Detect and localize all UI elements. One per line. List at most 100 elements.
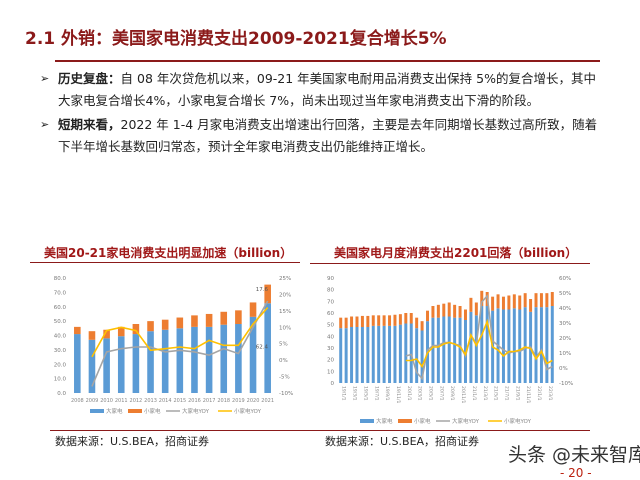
bar-small bbox=[147, 321, 154, 332]
bar-small bbox=[249, 302, 257, 317]
y-tick-label: 80 bbox=[327, 288, 334, 294]
x-tick-label: 21/7/1 bbox=[503, 386, 509, 401]
bar-small bbox=[371, 315, 375, 326]
bar-small bbox=[393, 314, 397, 326]
bar-large bbox=[404, 323, 408, 383]
bar-large bbox=[398, 324, 402, 383]
bar-large bbox=[388, 325, 392, 383]
x-tick-label: 22/1/1 bbox=[536, 386, 542, 401]
x-tick-label: 2019 bbox=[232, 398, 245, 404]
bar-large bbox=[191, 326, 198, 393]
bar-small bbox=[388, 315, 392, 326]
bar-large bbox=[485, 306, 489, 383]
bar-small bbox=[360, 315, 364, 327]
x-tick-label: 2011 bbox=[115, 398, 128, 404]
bar-small bbox=[415, 317, 419, 329]
y2-tick-label: -10% bbox=[279, 391, 293, 397]
x-tick-label: 2021 bbox=[261, 398, 274, 404]
bar-small bbox=[442, 303, 446, 317]
bar-small bbox=[463, 309, 467, 320]
bar-small bbox=[436, 304, 440, 318]
legend-label: 大家电YOY bbox=[182, 407, 210, 415]
bar-large bbox=[442, 316, 446, 383]
bar-large bbox=[415, 328, 419, 383]
bar-large bbox=[539, 307, 543, 383]
y-tick-label: 60 bbox=[327, 311, 334, 317]
chart-left-divider bbox=[30, 262, 300, 263]
x-tick-label: 19/9/1 bbox=[384, 386, 390, 401]
y-tick-label: 30.0 bbox=[54, 348, 67, 354]
bar-small bbox=[344, 317, 348, 329]
bar-small bbox=[366, 315, 370, 327]
x-tick-label: 20/1/1 bbox=[406, 386, 412, 401]
legend-label: 小家电YOY bbox=[504, 417, 532, 425]
x-tick-label: 22/3/1 bbox=[547, 386, 553, 401]
bar-large bbox=[463, 320, 467, 383]
y2-tick-label: 0% bbox=[279, 358, 288, 364]
bar-small bbox=[161, 319, 169, 330]
bar-large bbox=[235, 324, 242, 393]
x-tick-label: 2012 bbox=[130, 398, 143, 404]
bar-small bbox=[512, 294, 516, 309]
x-tick-label: 2017 bbox=[203, 398, 216, 404]
legend-label: 小家电 bbox=[414, 417, 431, 425]
line-small-yoy bbox=[91, 307, 269, 358]
bar-large bbox=[117, 336, 125, 393]
bar-small bbox=[480, 290, 484, 306]
x-tick-label: 21/9/1 bbox=[514, 386, 520, 401]
y2-tick-label: 20% bbox=[559, 336, 571, 342]
legend-swatch bbox=[398, 419, 412, 423]
legend-swatch bbox=[90, 409, 104, 413]
bullet-short-term: ➢ 短期来看，2022 年 1-4 月家电消费支出增速出行回落，主要是去年同期增… bbox=[40, 114, 598, 158]
bar-small bbox=[496, 294, 500, 309]
x-tick-label: 20/7/1 bbox=[438, 386, 444, 401]
bar-large bbox=[339, 328, 343, 383]
y2-tick-label: 15% bbox=[279, 309, 291, 315]
x-tick-label: 21/3/1 bbox=[482, 386, 488, 401]
y2-tick-label: 50% bbox=[559, 291, 571, 297]
bar-large bbox=[447, 316, 451, 383]
bar-small bbox=[534, 293, 538, 308]
bar-large bbox=[103, 338, 110, 393]
x-tick-label: 2013 bbox=[144, 398, 157, 404]
bullet-history: ➢ 历史复盘：自 08 年次贷危机以来，09-21 年美国家电耐用品消费支出保持… bbox=[40, 68, 598, 112]
data-label: 17.6 bbox=[256, 287, 269, 293]
bar-small bbox=[191, 315, 198, 327]
x-tick-label: 2018 bbox=[217, 398, 230, 404]
y-tick-label: 30 bbox=[327, 346, 334, 352]
bar-small bbox=[382, 315, 386, 326]
source-right: 数据来源：U.S.BEA，招商证券 bbox=[325, 435, 480, 448]
y2-tick-label: 30% bbox=[559, 321, 571, 327]
footer-divider bbox=[50, 430, 590, 431]
legend-label: 小家电YOY bbox=[234, 407, 262, 415]
x-tick-label: 20/11/1 bbox=[460, 386, 466, 403]
title-divider bbox=[55, 60, 600, 62]
y2-tick-label: 0% bbox=[559, 366, 568, 372]
bar-large bbox=[74, 334, 81, 393]
bar-small bbox=[550, 292, 554, 306]
bar-small bbox=[409, 313, 413, 324]
bar-small bbox=[117, 326, 125, 337]
legend-label: 大家电 bbox=[106, 407, 123, 415]
bar-large bbox=[512, 308, 516, 383]
bar-large bbox=[264, 303, 271, 393]
y-tick-label: 40.0 bbox=[54, 334, 67, 340]
y2-tick-label: 10% bbox=[559, 351, 571, 357]
chart-right: 0 10 20 30 40 50 60 70 80 90 -10% 0% 10% 20% 30% 40% 50%… bbox=[327, 276, 573, 425]
bar-large bbox=[88, 339, 96, 393]
y-tick-label: 20.0 bbox=[54, 362, 67, 368]
arrow-bullet-icon: ➢ bbox=[40, 118, 50, 131]
bar-small bbox=[74, 326, 81, 335]
bar-small bbox=[469, 297, 473, 312]
bar-large bbox=[176, 328, 184, 393]
bar-large bbox=[205, 326, 213, 393]
bar-large bbox=[147, 331, 154, 393]
page-number: - 20 - bbox=[560, 466, 592, 480]
bar-large bbox=[480, 306, 484, 383]
watermark: 头条 @未来智库 bbox=[508, 444, 640, 466]
chart-left-title: 美国20-21家电消费支出明显加速（billion） bbox=[44, 246, 293, 260]
x-tick-label: 20/9/1 bbox=[449, 386, 455, 401]
bar-small bbox=[431, 306, 435, 318]
bar-small bbox=[507, 295, 511, 310]
x-tick-label: 21/5/1 bbox=[493, 386, 499, 401]
